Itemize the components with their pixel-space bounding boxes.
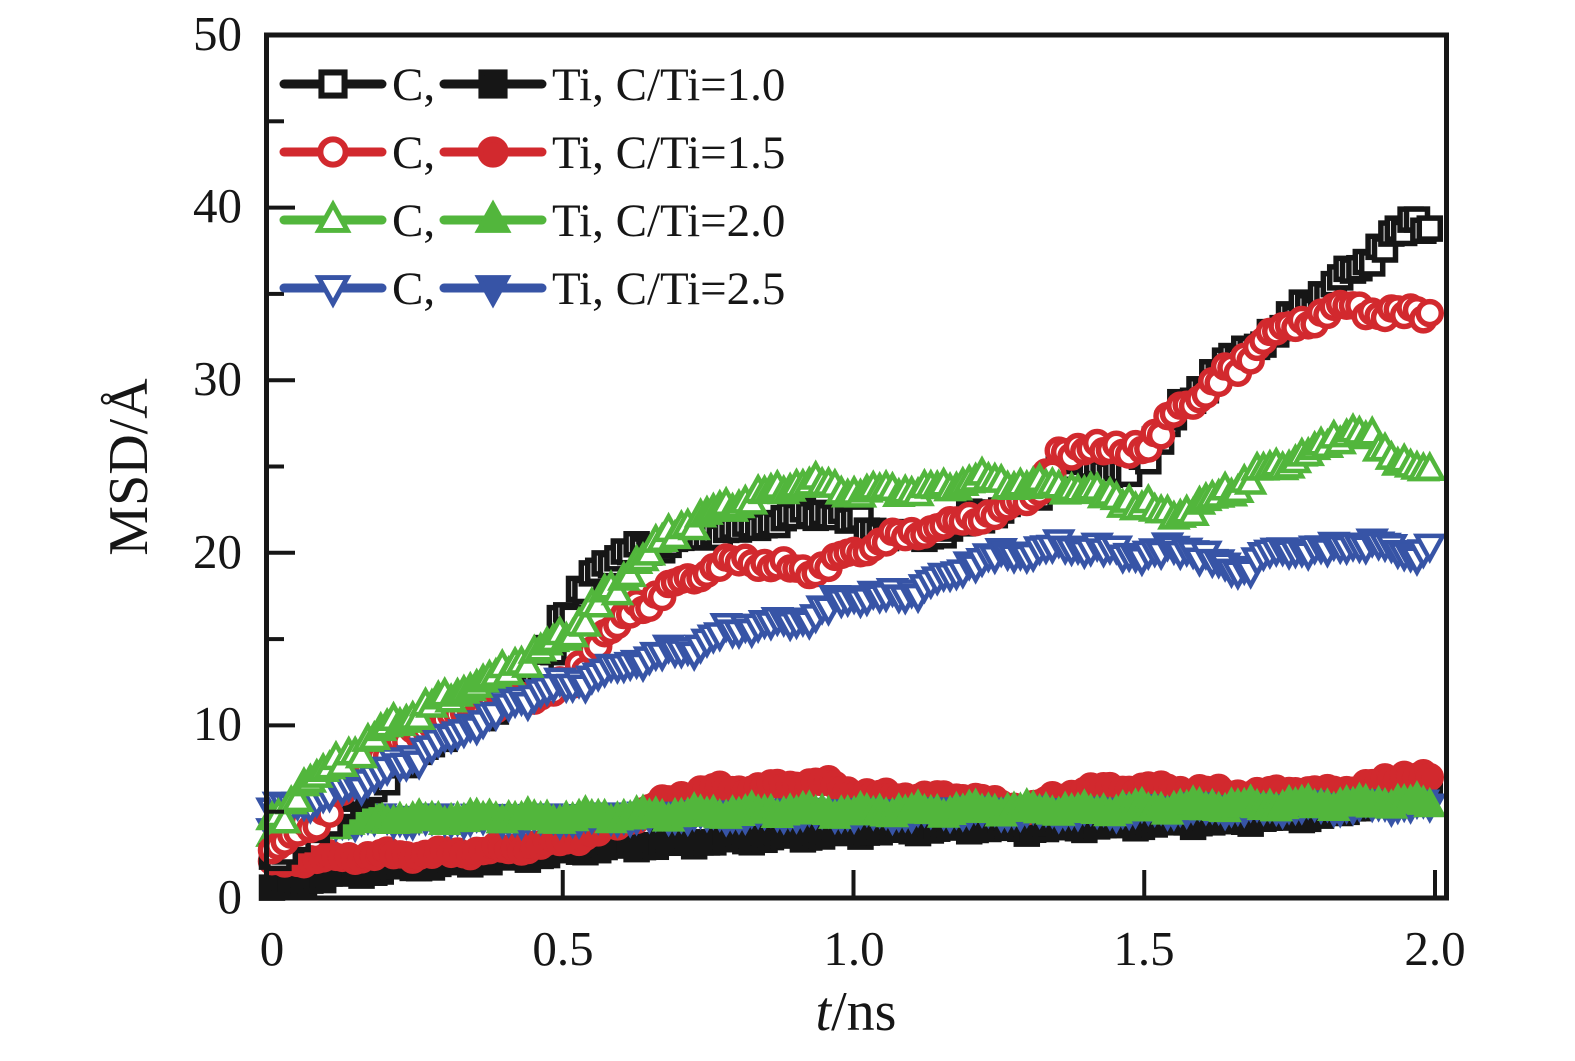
x-axis-title-unit: /ns xyxy=(831,981,896,1043)
y-tick-label-40: 40 xyxy=(193,178,242,233)
x-axis-tick-labels: 0 0.5 1.0 1.5 2.0 xyxy=(260,921,1466,976)
x-tick-label-1_0: 1.0 xyxy=(823,921,884,976)
series-c_1_5 xyxy=(257,289,1445,865)
legend-ti-label-1: Ti, C/Ti=1.0 xyxy=(552,59,785,111)
x-tick-label-2_0: 2.0 xyxy=(1404,921,1465,976)
legend-row-2 xyxy=(279,136,547,168)
x-tick-label-0: 0 xyxy=(260,921,285,976)
legend-c-label-4: C, xyxy=(392,263,435,315)
x-axis-title: t/ns xyxy=(816,981,897,1043)
legend-c-label-1: C, xyxy=(392,59,435,111)
x-axis-title-symbol: t xyxy=(816,981,833,1043)
legend-row-1 xyxy=(279,69,547,99)
legend-ti-label-3: Ti, C/Ti=2.0 xyxy=(552,195,785,247)
y-axis-title: MSD/Å xyxy=(98,378,160,556)
axis-ticks xyxy=(269,119,1437,896)
legend-row-3 xyxy=(279,199,547,233)
legend-ti-label-4: Ti, C/Ti=2.5 xyxy=(552,263,785,315)
legend-row-4 xyxy=(279,275,547,309)
plot-frame xyxy=(264,32,1449,901)
y-tick-label-0: 0 xyxy=(218,869,243,924)
legend-marks xyxy=(279,69,547,309)
y-tick-label-20: 20 xyxy=(193,524,242,579)
y-axis-tick-labels: 0 10 20 30 40 50 xyxy=(193,6,242,924)
x-tick-label-1_5: 1.5 xyxy=(1113,921,1174,976)
x-tick-label-0_5: 0.5 xyxy=(532,921,593,976)
series-ti_2_0 xyxy=(255,780,1447,851)
series-line xyxy=(270,537,1432,811)
y-tick-label-50: 50 xyxy=(193,6,242,61)
y-tick-label-10: 10 xyxy=(193,696,242,751)
legend-c-label-3: C, xyxy=(392,195,435,247)
legend-c-label-2: C, xyxy=(392,127,435,179)
legend-ti-label-2: Ti, C/Ti=1.5 xyxy=(552,127,785,179)
series-c_2_0 xyxy=(255,412,1447,834)
series-layer xyxy=(255,206,1447,901)
legend-labels: C, Ti, C/Ti=1.0 C, Ti, C/Ti=1.5 C, Ti, C… xyxy=(392,59,785,315)
y-tick-label-30: 30 xyxy=(193,351,242,406)
